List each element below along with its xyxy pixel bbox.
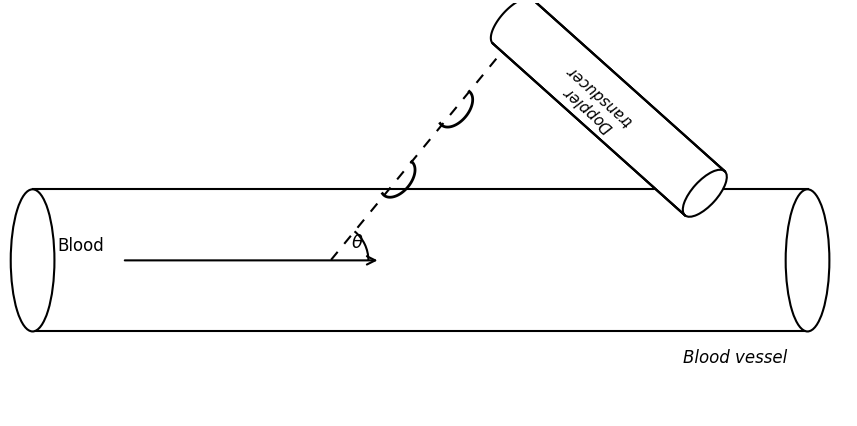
Ellipse shape: [786, 189, 830, 331]
Text: Blood: Blood: [57, 237, 105, 256]
Text: Blood vessel: Blood vessel: [683, 349, 788, 367]
Ellipse shape: [11, 189, 55, 331]
Polygon shape: [493, 0, 725, 215]
Ellipse shape: [683, 170, 727, 217]
Text: θ: θ: [351, 234, 363, 253]
Text: Doppler
transducer: Doppler transducer: [553, 63, 635, 142]
Ellipse shape: [491, 0, 535, 45]
